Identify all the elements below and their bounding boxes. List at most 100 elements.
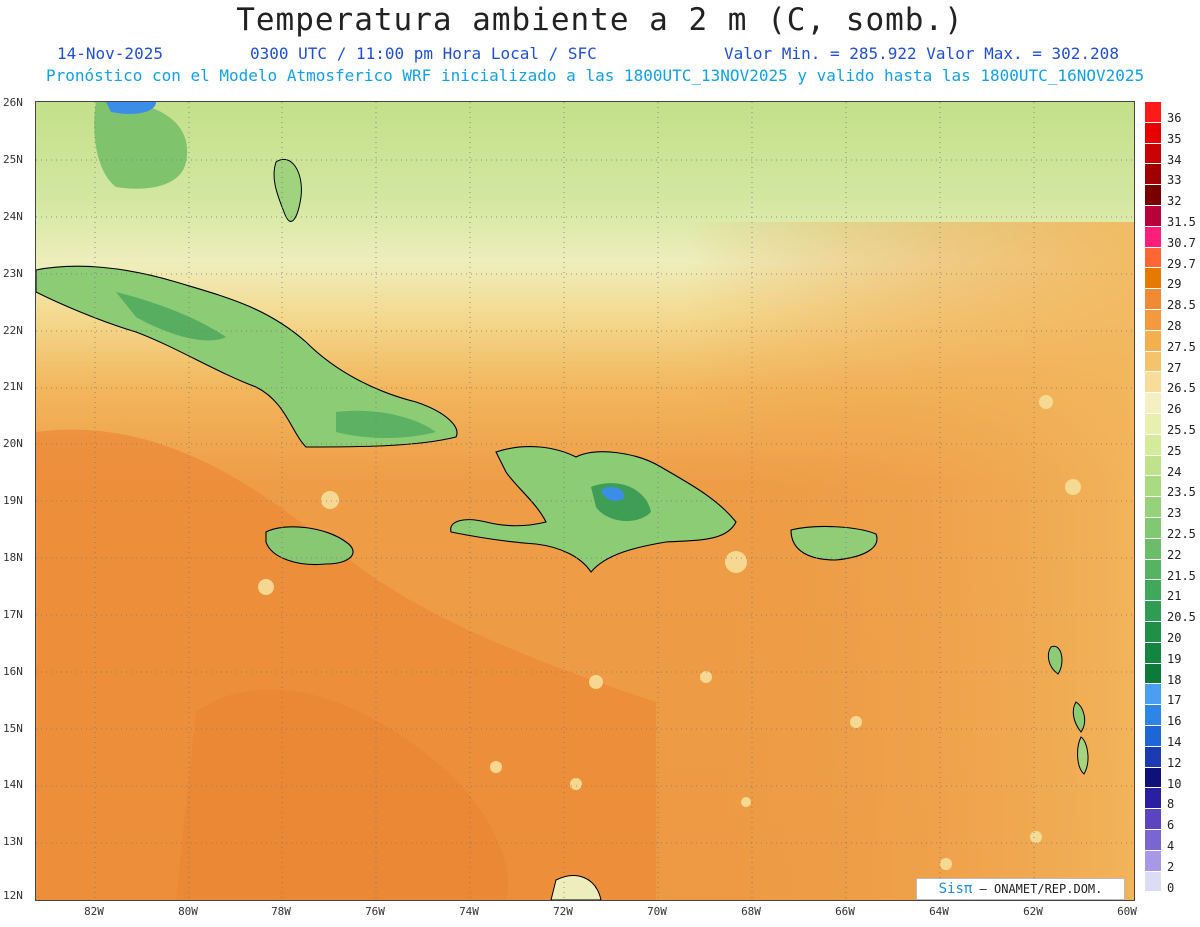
colorbar-label: 23	[1167, 506, 1182, 521]
lat-label-15n: 15N	[3, 722, 23, 735]
colorbar-label: 33	[1167, 173, 1182, 188]
colorbar-swatch	[1145, 641, 1161, 663]
colorbar-swatch	[1145, 246, 1161, 268]
st-lucia-island	[1077, 736, 1089, 775]
jamaica-land	[265, 526, 354, 566]
colorbar-label: 31.5	[1167, 215, 1196, 229]
map-canvas	[36, 102, 1134, 900]
credit-org: – ONAMET/REP.DOM.	[972, 882, 1103, 896]
lon-label-70w: 70W	[647, 905, 667, 918]
colorbar-swatch	[1145, 288, 1161, 309]
lat-label-21n: 21N	[3, 380, 23, 393]
colorbar-label: 28.5	[1167, 298, 1196, 313]
guadeloupe-island	[1047, 645, 1063, 675]
colorbar-swatch	[1145, 413, 1161, 434]
lat-label-22n: 22N	[3, 324, 23, 337]
colorbar-swatch	[1145, 454, 1161, 476]
colorbar-swatch	[1145, 849, 1161, 871]
puerto-rico-land	[790, 525, 878, 561]
pico-duarte-cool-spot	[601, 487, 625, 501]
colorbar-swatch	[1145, 621, 1161, 642]
colorbar-label: 28	[1167, 319, 1182, 333]
cuba-highland-west	[116, 292, 226, 341]
lon-label-66w: 66W	[835, 905, 855, 918]
colorbar-swatch	[1145, 475, 1161, 497]
colorbar-label: 18	[1167, 672, 1182, 687]
lat-label-16n: 16N	[3, 665, 23, 678]
colorbar-label: 29.7	[1167, 256, 1196, 271]
colorbar-swatch	[1145, 496, 1161, 517]
lat-label-25n: 25N	[3, 153, 23, 166]
colorbar-label: 25	[1167, 443, 1182, 458]
cuba-highland-east	[336, 410, 436, 438]
model-info-label: Pronóstico con el Modelo Atmosferico WRF…	[46, 66, 1145, 85]
hispaniola-land	[450, 446, 737, 573]
colorbar-label: 17	[1167, 693, 1182, 708]
lat-label-18n: 18N	[3, 551, 23, 564]
colorbar-label: 10	[1167, 776, 1182, 791]
colorbar-label: 30.7	[1167, 235, 1196, 250]
colorbar-label: 24	[1167, 464, 1182, 479]
temperature-map	[35, 101, 1135, 901]
colorbar-swatch	[1145, 392, 1161, 413]
lat-label-19n: 19N	[3, 494, 23, 507]
colorbar-swatch	[1145, 766, 1161, 788]
hot-sea-region-south	[176, 689, 508, 900]
colorbar-label: 27.5	[1167, 339, 1196, 354]
colorbar-label: 4	[1167, 839, 1175, 853]
colorbar-label: 25.5	[1167, 423, 1196, 437]
colorbar-swatch	[1145, 121, 1161, 143]
martinique-island	[1072, 701, 1086, 733]
colorbar-label: 21	[1167, 589, 1182, 604]
colorbar-swatch	[1145, 704, 1161, 725]
lat-label-17n: 17N	[3, 608, 23, 621]
colorbar-label: 12	[1167, 755, 1182, 770]
colorbar-swatch	[1145, 517, 1161, 538]
lon-label-72w: 72W	[553, 905, 573, 918]
graticule	[36, 102, 1134, 900]
colorbar-label: 26.5	[1167, 381, 1196, 396]
eastern-mild-field	[686, 222, 1134, 900]
andros-island	[273, 159, 302, 222]
lat-label-26n: 26N	[3, 96, 23, 109]
lon-label-64w: 64W	[929, 905, 949, 918]
colorbar-label: 34	[1167, 152, 1182, 167]
colorbar-swatch	[1145, 870, 1161, 892]
lon-label-74w: 74W	[459, 905, 479, 918]
colorbar-swatch	[1145, 558, 1161, 580]
colorbar-swatch	[1145, 184, 1161, 205]
colorbar-swatch	[1145, 725, 1161, 746]
colorbar-label: 20.5	[1167, 610, 1196, 625]
colorbar-swatch	[1145, 600, 1161, 621]
colorbar-swatch	[1145, 371, 1161, 393]
colorbar-label: 29	[1167, 277, 1182, 292]
colorbar-swatch	[1145, 225, 1161, 247]
colorbar-label: 36	[1167, 111, 1182, 125]
sispi-logo-text: Sisπ	[938, 881, 973, 897]
lon-label-68w: 68W	[741, 905, 761, 918]
colorbar-swatch	[1145, 808, 1161, 829]
map-title: Temperatura ambiente a 2 m (C, somb.)	[236, 2, 964, 38]
lat-label-24n: 24N	[3, 210, 23, 223]
florida-land	[94, 102, 188, 189]
lon-label-78w: 78W	[271, 905, 291, 918]
warm-patches	[258, 395, 1081, 870]
credit-box: Sisπ – ONAMET/REP.DOM.	[916, 878, 1125, 900]
colorbar-swatch	[1145, 579, 1161, 601]
colorbar-label: 2	[1167, 859, 1175, 874]
min-max-label: Valor Min. = 285.922 Valor Max. = 302.20…	[724, 44, 1119, 63]
colorbar-label: 21.5	[1167, 568, 1196, 583]
colorbar-swatch	[1145, 142, 1161, 164]
colorbar-swatch	[1145, 683, 1161, 705]
lat-label-13n: 13N	[3, 835, 23, 848]
colorbar-label: 6	[1167, 818, 1175, 833]
colorbar-label: 22.5	[1167, 527, 1196, 541]
colorbar-swatch	[1145, 829, 1161, 850]
lon-label-76w: 76W	[365, 905, 385, 918]
lon-label-80w: 80W	[178, 905, 198, 918]
colorbar-swatch	[1145, 309, 1161, 330]
colorbar-label: 23.5	[1167, 485, 1196, 500]
colorbar-label: 26	[1167, 402, 1182, 417]
colorbar-swatch	[1145, 329, 1161, 351]
lat-label-14n: 14N	[3, 778, 23, 791]
